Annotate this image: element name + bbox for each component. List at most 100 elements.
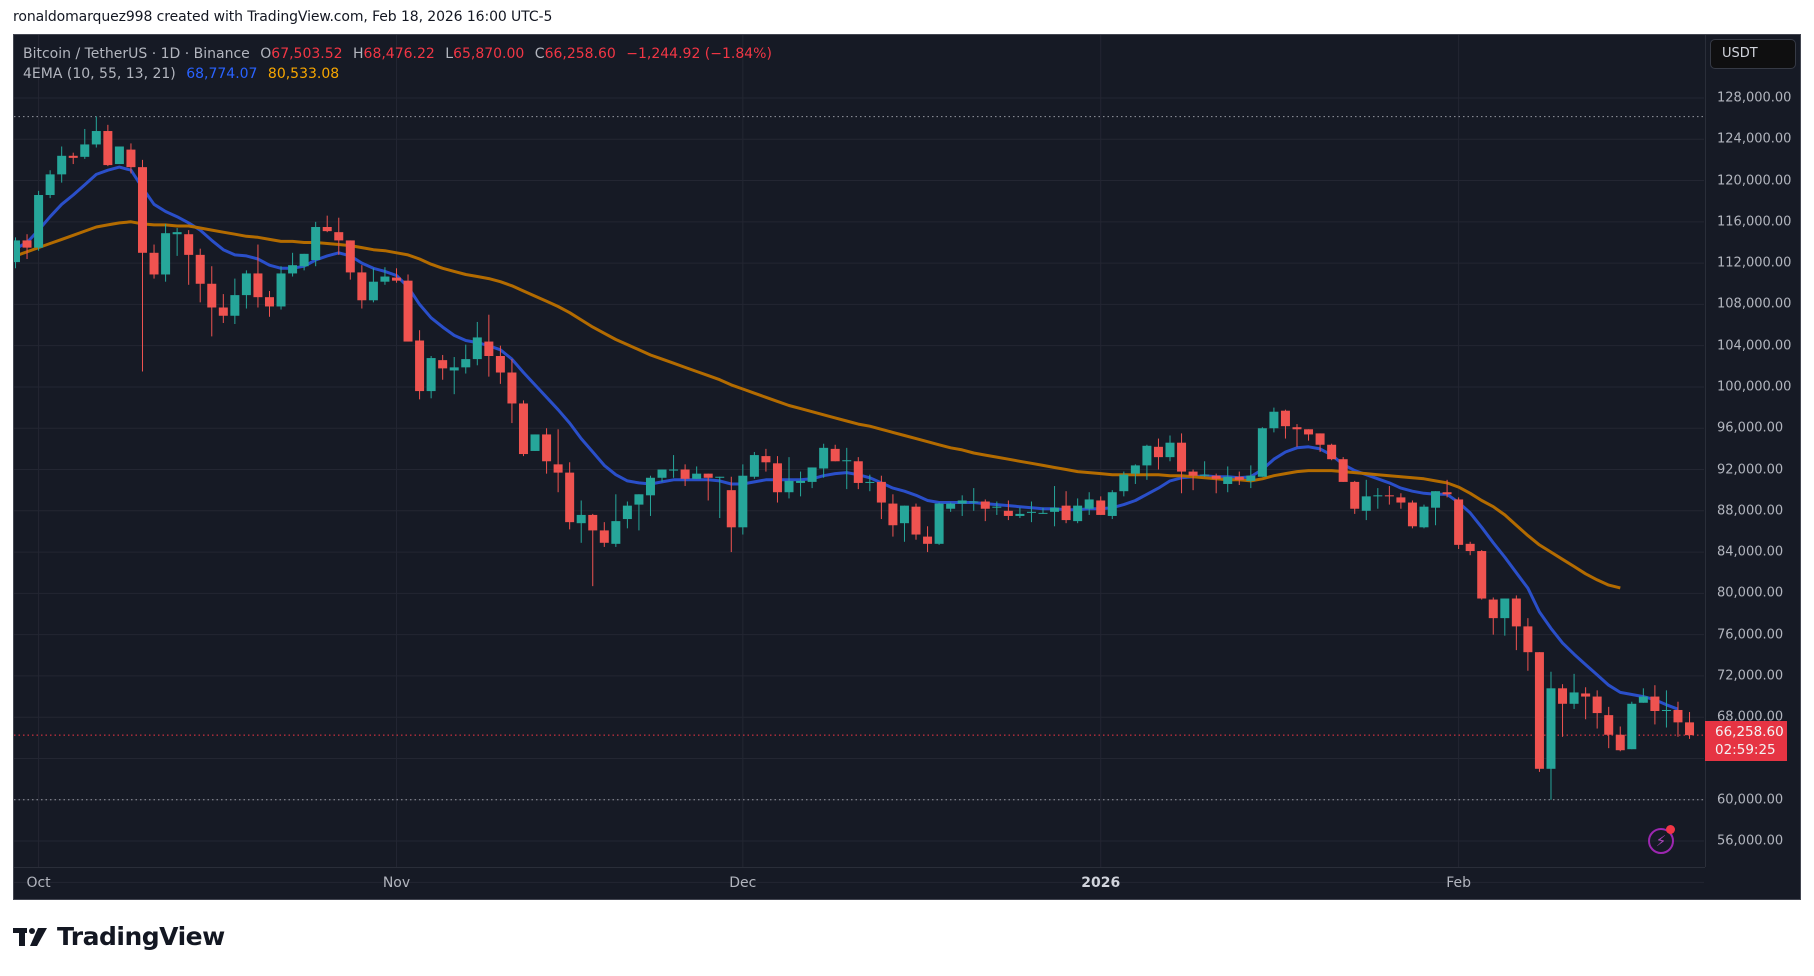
candle — [761, 448, 771, 472]
candle — [1200, 461, 1210, 477]
open-value: 67,503.52 — [271, 46, 343, 62]
ema-slow-line[interactable] — [14, 220, 1621, 590]
candle — [1338, 457, 1348, 482]
price-axis[interactable] — [1705, 35, 1800, 867]
candle — [553, 429, 563, 493]
candle — [680, 464, 690, 487]
candle — [1026, 501, 1036, 523]
candle — [1073, 498, 1083, 524]
time-tick-label: Dec — [729, 875, 757, 891]
candle — [1061, 491, 1071, 524]
time-tick-label: Oct — [26, 875, 51, 891]
candle — [1546, 671, 1556, 800]
price-tick-label: 76,000.00 — [1717, 627, 1784, 643]
candle — [1165, 435, 1175, 462]
candle — [1315, 433, 1325, 452]
candle — [738, 464, 748, 535]
close-label: C — [534, 46, 545, 62]
candle — [911, 503, 921, 540]
candle — [195, 248, 205, 303]
candle — [1673, 701, 1683, 737]
price-tick-label: 56,000.00 — [1717, 833, 1784, 849]
candle — [784, 457, 794, 499]
candle — [299, 253, 309, 271]
candle — [68, 152, 78, 165]
candle — [1523, 618, 1533, 671]
candle — [334, 217, 344, 255]
candle — [657, 469, 667, 482]
price-tick-label: 80,000.00 — [1717, 585, 1784, 601]
price-tick-label: 84,000.00 — [1717, 544, 1784, 560]
candle — [842, 447, 852, 490]
symbol-title[interactable]: Bitcoin / TetherUS · 1D · Binance — [23, 46, 250, 62]
candle — [1361, 479, 1371, 521]
candle — [1327, 443, 1337, 461]
indicator-title[interactable]: 4EMA (10, 55, 13, 21) — [23, 66, 176, 82]
candle — [1581, 687, 1591, 720]
candle — [1615, 726, 1625, 752]
candle — [1269, 407, 1279, 433]
chart-panel[interactable]: Bitcoin / TetherUS · 1D · Binance O67,50… — [13, 34, 1801, 900]
price-tick-label: 120,000.00 — [1717, 173, 1792, 189]
candle — [1511, 595, 1521, 651]
candle — [542, 428, 552, 474]
candle — [622, 501, 632, 529]
price-tick-label: 92,000.00 — [1717, 462, 1784, 478]
price-tick-label: 96,000.00 — [1717, 420, 1784, 436]
last-price-value: 66,258.60 — [1715, 724, 1784, 740]
candle — [876, 475, 886, 520]
candle — [1442, 479, 1452, 498]
candle — [899, 505, 909, 542]
low-value: 65,870.00 — [453, 46, 525, 62]
candle — [565, 462, 575, 530]
candle — [230, 278, 240, 325]
candle — [1015, 507, 1025, 519]
candle — [391, 268, 401, 283]
price-tick-label: 68,000.00 — [1717, 709, 1784, 725]
candle — [80, 128, 90, 159]
price-tick-label: 112,000.00 — [1717, 255, 1792, 271]
candle — [57, 146, 67, 183]
candlestick-plot[interactable] — [14, 35, 1800, 899]
candle — [692, 466, 702, 479]
candle — [1500, 598, 1510, 636]
candle — [1638, 688, 1648, 703]
candle — [1292, 424, 1302, 447]
currency-button[interactable]: USDT — [1710, 39, 1796, 69]
candle — [599, 522, 609, 547]
candle — [923, 526, 933, 553]
candle — [980, 499, 990, 522]
candle — [1177, 433, 1187, 494]
candle — [184, 230, 194, 285]
candle — [645, 475, 655, 516]
candle — [865, 474, 875, 492]
candle — [1211, 473, 1221, 494]
price-tick-label: 104,000.00 — [1717, 338, 1792, 354]
candle — [241, 270, 251, 309]
candle — [726, 476, 736, 553]
bar-countdown: 02:59:25 — [1715, 742, 1776, 758]
candle — [1534, 652, 1544, 772]
candle — [91, 116, 101, 148]
candle — [1650, 685, 1660, 725]
candle — [449, 357, 459, 395]
time-axis[interactable] — [14, 867, 1705, 899]
candle — [611, 494, 621, 547]
lightning-icon[interactable]: ⚡ — [1648, 828, 1674, 854]
candle — [1280, 409, 1290, 439]
price-tick-label: 88,000.00 — [1717, 503, 1784, 519]
candle — [888, 494, 898, 537]
time-tick-label: Nov — [382, 875, 411, 891]
candle — [1107, 490, 1117, 520]
price-tick-label: 124,000.00 — [1717, 131, 1792, 147]
candle — [1038, 507, 1048, 514]
candle — [1407, 500, 1417, 529]
candle — [772, 456, 782, 503]
candle — [14, 237, 20, 269]
candle — [1188, 469, 1198, 491]
ema-fast-line[interactable] — [14, 165, 1679, 711]
candle — [853, 457, 863, 490]
candle — [1234, 471, 1244, 485]
tradingview-logo: TradingView — [13, 922, 225, 951]
candle — [1558, 684, 1568, 737]
